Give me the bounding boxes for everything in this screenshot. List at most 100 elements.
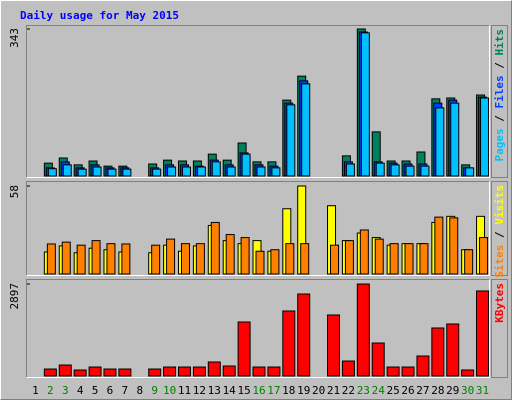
legend-panel [491, 25, 508, 178]
bar [107, 168, 117, 177]
bar [449, 217, 459, 275]
bar [270, 249, 280, 275]
bar [118, 368, 132, 377]
bar [375, 162, 385, 177]
bar [434, 216, 444, 275]
bar [301, 83, 311, 177]
bar [252, 366, 266, 377]
legend-entry: Visits [493, 185, 506, 225]
bar [122, 168, 132, 177]
bar [180, 243, 190, 275]
legend-separator: / [493, 56, 506, 76]
bar [446, 323, 460, 377]
bar [210, 221, 220, 275]
bar [225, 234, 235, 275]
legend-entry: Hits [493, 29, 506, 56]
x-tick-label: 1 [32, 384, 39, 397]
bar [386, 366, 400, 377]
bar [167, 166, 177, 177]
bar [401, 366, 415, 377]
x-tick-label: 30 [461, 384, 474, 397]
bar [267, 366, 281, 377]
bar [465, 167, 475, 177]
bar [222, 365, 236, 377]
x-tick-label: 5 [92, 384, 99, 397]
x-tick-label: 19 [297, 384, 310, 397]
bar [73, 369, 87, 377]
bar [121, 243, 131, 275]
y-tick-label: 58 [8, 185, 21, 198]
bar [195, 243, 205, 275]
bar [207, 361, 221, 377]
bar [43, 368, 57, 377]
legend-entry: Sites [493, 245, 506, 278]
bar [77, 168, 87, 177]
panel [26, 25, 490, 178]
bar [62, 164, 72, 177]
bar [91, 240, 101, 275]
bar [106, 243, 116, 275]
legend-entry: KBytes [493, 283, 506, 323]
x-tick-label: 10 [163, 384, 176, 397]
bar [476, 290, 490, 377]
bar [92, 166, 102, 177]
bar [76, 244, 86, 275]
bar [46, 243, 56, 275]
chart-title: Daily usage for May 2015 [20, 9, 179, 22]
bevel [26, 279, 490, 378]
bar [256, 166, 266, 177]
bar [58, 364, 72, 377]
bar [404, 243, 414, 275]
x-tick-label: 18 [282, 384, 295, 397]
bar [177, 366, 191, 377]
bar [360, 32, 370, 177]
bar [241, 153, 251, 177]
legend: Sites / Visits [493, 185, 506, 278]
bar [285, 243, 295, 275]
bar [345, 163, 355, 177]
x-tick-label: 20 [312, 384, 325, 397]
bar [166, 238, 176, 275]
bar [356, 283, 370, 377]
bar [148, 368, 162, 377]
bar [461, 369, 475, 377]
x-tick-label: 16 [252, 384, 265, 397]
x-tick-label: 26 [401, 384, 414, 397]
bar [181, 166, 191, 177]
bar [271, 167, 281, 177]
bar [374, 238, 384, 275]
bar [435, 107, 445, 177]
bevel [26, 181, 490, 276]
x-tick-label: 3 [62, 384, 69, 397]
x-tick-label: 13 [208, 384, 221, 397]
legend-separator: / [493, 225, 506, 245]
x-tick-label: 2 [47, 384, 54, 397]
x-tick-label: 25 [387, 384, 400, 397]
bar [359, 229, 369, 275]
x-tick-label: 29 [446, 384, 459, 397]
x-tick-label: 6 [107, 384, 114, 397]
bar [416, 355, 430, 377]
bar [431, 327, 445, 377]
bar [163, 366, 177, 377]
legend: KBytes [493, 283, 506, 323]
bar [297, 293, 311, 377]
x-tick-label: 28 [431, 384, 444, 397]
bar [240, 237, 250, 275]
bar [341, 360, 355, 377]
bar [61, 241, 71, 275]
x-tick-label: 11 [178, 384, 191, 397]
bar [371, 342, 385, 377]
x-tick-label: 9 [151, 384, 158, 397]
y-tick-label: 343 [8, 28, 21, 48]
bar [286, 104, 296, 177]
y-tick-label: 2897 [8, 283, 21, 310]
x-tick-label: 27 [416, 384, 429, 397]
bevel [26, 279, 490, 378]
bar [88, 366, 102, 377]
bar [480, 97, 490, 177]
bar [226, 166, 236, 177]
legend-panel [491, 181, 508, 276]
